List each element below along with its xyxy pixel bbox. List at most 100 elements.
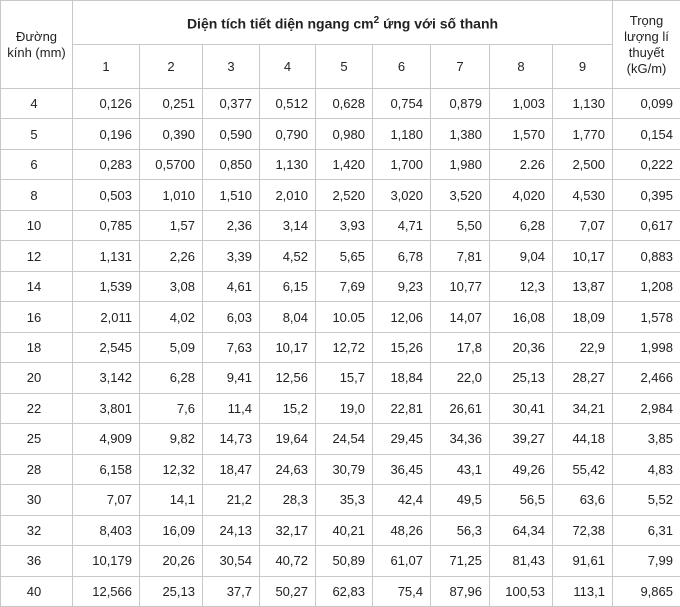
value-cell: 30,79 xyxy=(315,453,373,486)
diameter-cell: 20 xyxy=(0,362,73,394)
value-cell: 2,010 xyxy=(259,179,316,211)
value-cell: 12,32 xyxy=(139,453,203,486)
value-cell: 43,1 xyxy=(430,453,490,486)
value-cell: 0,154 xyxy=(612,118,680,150)
value-cell: 0,590 xyxy=(202,118,260,150)
value-cell: 2,26 xyxy=(139,240,203,272)
count-header: 2 xyxy=(139,44,203,89)
value-cell: 3,08 xyxy=(139,270,203,303)
value-cell: 56,5 xyxy=(489,484,553,516)
value-cell: 1,003 xyxy=(489,87,553,120)
value-cell: 3,142 xyxy=(72,362,140,394)
value-cell: 15,7 xyxy=(315,362,373,394)
value-cell: 15,26 xyxy=(372,331,431,364)
value-cell: 3,14 xyxy=(259,209,316,242)
value-cell: 9,82 xyxy=(139,423,203,455)
value-cell: 6,03 xyxy=(202,301,260,333)
value-cell: 14,1 xyxy=(139,484,203,516)
diameter-cell: 22 xyxy=(0,392,73,425)
diameter-cell: 8 xyxy=(0,179,73,211)
value-cell: 61,07 xyxy=(372,545,431,577)
value-cell: 16,09 xyxy=(139,514,203,547)
value-cell: 3,93 xyxy=(315,209,373,242)
value-cell: 4,530 xyxy=(552,179,613,211)
value-cell: 0,395 xyxy=(612,179,680,211)
value-cell: 1,420 xyxy=(315,148,373,181)
value-cell: 12,56 xyxy=(259,362,316,394)
count-header: 8 xyxy=(489,44,553,89)
count-header: 5 xyxy=(315,44,373,89)
value-cell: 0,099 xyxy=(612,87,680,120)
value-cell: 7,07 xyxy=(552,209,613,242)
value-cell: 1,980 xyxy=(430,148,490,181)
value-cell: 44,18 xyxy=(552,423,613,455)
value-cell: 15,2 xyxy=(259,392,316,425)
diameter-cell: 12 xyxy=(0,240,73,272)
value-cell: 113,1 xyxy=(552,575,613,607)
data-row: 20 3,142 6,28 9,41 12,56 15,7 18,84 22,0 25,13 28… xyxy=(0,362,680,394)
value-cell: 28,27 xyxy=(552,362,613,394)
value-cell: 7,99 xyxy=(612,545,680,577)
value-cell: 4,909 xyxy=(72,423,140,455)
value-cell: 49,26 xyxy=(489,453,553,486)
data-row: 14 1,539 3,08 4,61 6,15 7,69 9,23 10,77 12,3 13,8… xyxy=(0,270,680,303)
value-cell: 6,15 xyxy=(259,270,316,303)
data-row: 8 0,503 1,010 1,510 2,010 2,520 3,020 3,520 4,02… xyxy=(0,179,680,211)
value-cell: 81,43 xyxy=(489,545,553,577)
data-row: 25 4,909 9,82 14,73 19,64 24,54 29,45 34,36 39,2… xyxy=(0,423,680,455)
value-cell: 62,83 xyxy=(315,575,373,607)
data-row: 22 3,801 7,6 11,4 15,2 19,0 22,81 26,61 30,41 34,… xyxy=(0,392,680,425)
value-cell: 26,61 xyxy=(430,392,490,425)
value-cell: 22,0 xyxy=(430,362,490,394)
value-cell: 0,617 xyxy=(612,209,680,242)
data-row: 32 8,403 16,09 24,13 32,17 40,21 48,26 56,3 64,3… xyxy=(0,514,680,547)
value-cell: 39,27 xyxy=(489,423,553,455)
data-row: 6 0,283 0,5700 0,850 1,130 1,420 1,700 1,980 2.2… xyxy=(0,148,680,181)
value-cell: 4,02 xyxy=(139,301,203,333)
value-cell: 0,790 xyxy=(259,118,316,150)
value-cell: 1,510 xyxy=(202,179,260,211)
value-cell: 7,07 xyxy=(72,484,140,516)
value-cell: 3,39 xyxy=(202,240,260,272)
value-cell: 0,980 xyxy=(315,118,373,150)
value-cell: 29,45 xyxy=(372,423,431,455)
value-cell: 25,13 xyxy=(489,362,553,394)
value-cell: 17,8 xyxy=(430,331,490,364)
value-cell: 5,52 xyxy=(612,484,680,516)
value-cell: 19,64 xyxy=(259,423,316,455)
value-cell: 75,4 xyxy=(372,575,431,607)
value-cell: 3,520 xyxy=(430,179,490,211)
value-cell: 8,403 xyxy=(72,514,140,547)
diameter-cell: 5 xyxy=(0,118,73,150)
value-cell: 42,4 xyxy=(372,484,431,516)
value-cell: 18,47 xyxy=(202,453,260,486)
value-cell: 25,13 xyxy=(139,575,203,607)
value-cell: 35,3 xyxy=(315,484,373,516)
value-cell: 14,07 xyxy=(430,301,490,333)
value-cell: 87,96 xyxy=(430,575,490,607)
count-header: 6 xyxy=(372,44,431,89)
weight-header: Trọng lượng lí thuyết (kG/m) xyxy=(612,0,680,89)
value-cell: 21,2 xyxy=(202,484,260,516)
value-cell: 0,126 xyxy=(72,87,140,120)
value-cell: 34,36 xyxy=(430,423,490,455)
count-header: 7 xyxy=(430,44,490,89)
value-cell: 49,5 xyxy=(430,484,490,516)
value-cell: 1,208 xyxy=(612,270,680,303)
value-cell: 2,520 xyxy=(315,179,373,211)
diameter-cell: 32 xyxy=(0,514,73,547)
data-row: 30 7,07 14,1 21,2 28,3 35,3 42,4 49,5 56,5 63,6 5,… xyxy=(0,484,680,516)
value-cell: 22,81 xyxy=(372,392,431,425)
value-cell: 30,41 xyxy=(489,392,553,425)
value-cell: 71,25 xyxy=(430,545,490,577)
data-row: 36 10,179 20,26 30,54 40,72 50,89 61,07 71,25 81… xyxy=(0,545,680,577)
value-cell: 1,539 xyxy=(72,270,140,303)
diameter-cell: 40 xyxy=(0,575,73,607)
count-header: 3 xyxy=(202,44,260,89)
value-cell: 12,06 xyxy=(372,301,431,333)
value-cell: 36,45 xyxy=(372,453,431,486)
data-row: 10 0,785 1,57 2,36 3,14 3,93 4,71 5,50 6,28 7,07 0… xyxy=(0,209,680,242)
